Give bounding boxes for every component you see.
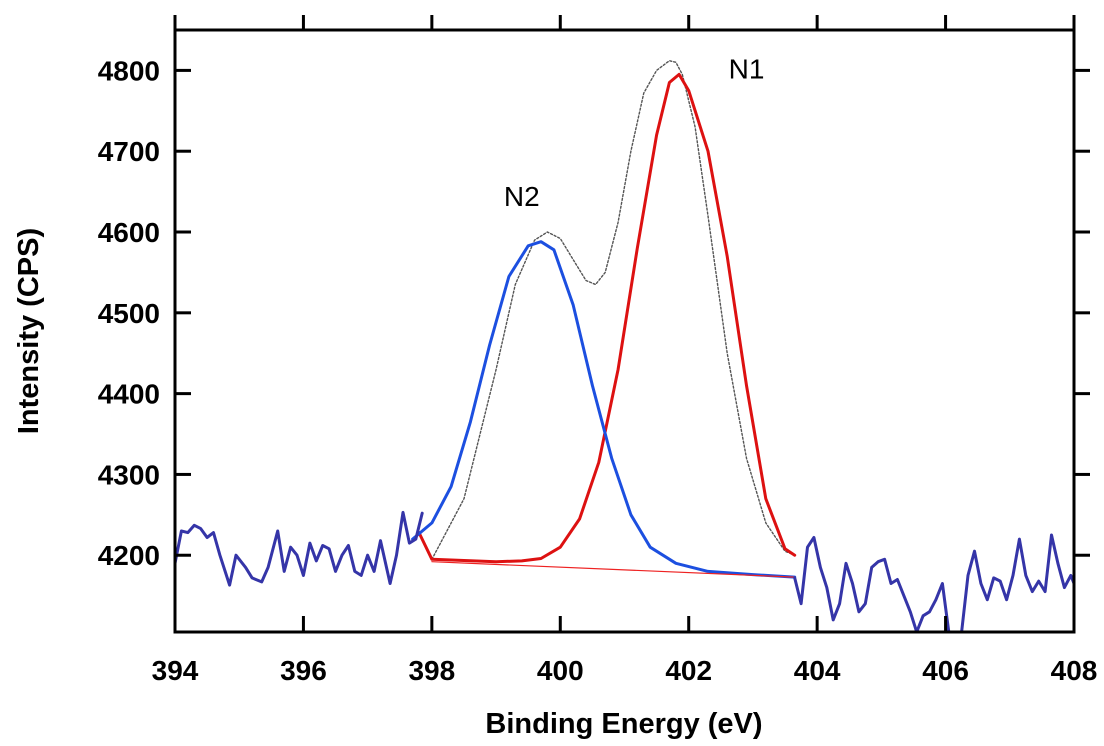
x-tick-label: 396	[280, 655, 327, 686]
series-line-raw-data	[175, 510, 424, 587]
y-tick-label: 4800	[98, 55, 160, 86]
y-axis-title: Intensity (CPS)	[13, 228, 45, 434]
y-tick-label: 4400	[98, 379, 160, 410]
series-line-envelope	[431, 60, 796, 560]
plot-frame	[173, 28, 1076, 634]
x-tick-label: 400	[537, 655, 584, 686]
x-axis-title: Binding Energy (eV)	[485, 708, 762, 740]
x-tick-label: 406	[922, 655, 969, 686]
series-line-n2-fit	[411, 240, 797, 579]
x-tick-label: 394	[152, 655, 199, 686]
x-tick-label: 398	[408, 655, 455, 686]
series-line-baseline	[431, 561, 796, 578]
y-tick-label: 4700	[98, 136, 160, 167]
y-tick-label: 4200	[98, 540, 160, 571]
annotation-n2: N2	[504, 181, 540, 212]
y-tick-label: 4500	[98, 298, 160, 329]
x-tick-label: 408	[1051, 655, 1098, 686]
series-layer	[175, 60, 1074, 632]
x-tick-label: 404	[794, 655, 841, 686]
series-line-n1-fit	[417, 72, 797, 564]
y-tick-label: 4300	[98, 459, 160, 490]
series-line-raw-data-right	[793, 533, 1074, 632]
y-tick-label: 4600	[98, 217, 160, 248]
ticks-layer: 394 396 398 400 402 404 406 408 4200 4300 4400 4500…	[98, 15, 1098, 686]
annotation-n1: N1	[729, 53, 765, 84]
x-tick-label: 402	[665, 655, 712, 686]
